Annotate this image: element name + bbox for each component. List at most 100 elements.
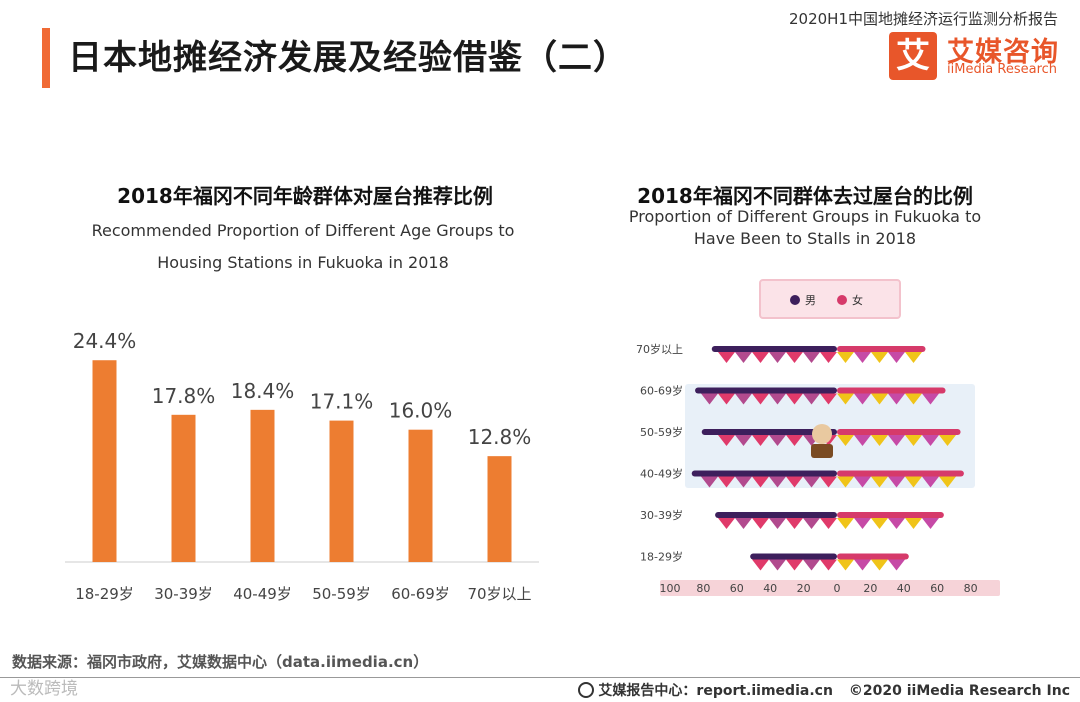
female-flag xyxy=(888,393,905,405)
female-flag xyxy=(888,435,905,446)
row-40-49岁: 40-49岁 xyxy=(640,467,964,488)
page-title: 日本地摊经济发展及经验借鉴（二） xyxy=(68,38,628,78)
bar-50-59岁 xyxy=(329,420,354,562)
male-flag xyxy=(752,518,769,529)
female-flag xyxy=(854,559,871,571)
legend-swatch-female xyxy=(837,295,847,305)
male-flag xyxy=(803,393,820,405)
report-name: 2020H1中国地摊经济运行监测分析报告 xyxy=(789,10,1058,28)
female-flag xyxy=(939,435,956,446)
female-bar xyxy=(837,429,961,435)
footer-credit: 艾媒报告中心：report.iimedia.cn ©2020 iiMedia Re… xyxy=(578,680,1070,700)
female-flag xyxy=(837,518,854,529)
male-bar xyxy=(695,387,837,394)
bar-30-39岁 xyxy=(171,414,196,562)
gender-visit-butterfly-chart: 男女70岁以上60-69岁50-59岁40-49岁30-39岁18-29岁100… xyxy=(636,279,1000,596)
bar-70岁以上 xyxy=(487,456,512,562)
logo-cn-text: 艾媒咨询 xyxy=(947,37,1059,68)
male-flag xyxy=(803,352,820,363)
logo-mark: 艾 xyxy=(889,32,937,80)
female-flag xyxy=(888,518,905,529)
vendor-body xyxy=(811,444,833,458)
female-flag xyxy=(837,393,854,405)
male-bar xyxy=(750,553,837,560)
male-bar xyxy=(691,470,837,477)
axis-tick: 20 xyxy=(863,582,877,595)
male-flag xyxy=(735,518,752,529)
category-label: 70岁以上 xyxy=(467,585,531,603)
value-label: 16.0% xyxy=(389,399,453,423)
bar-40-49岁 xyxy=(250,409,275,562)
female-flag xyxy=(871,435,888,446)
category-label: 40-49岁 xyxy=(233,585,292,603)
female-flag xyxy=(888,476,905,488)
female-flag xyxy=(854,393,871,405)
female-flag xyxy=(922,435,939,446)
axis-tick: 40 xyxy=(897,582,911,595)
female-flag xyxy=(854,435,871,446)
female-flag xyxy=(888,559,905,571)
row-label: 50-59岁 xyxy=(640,425,683,439)
female-flag xyxy=(854,476,871,488)
row-70岁以上: 70岁以上 xyxy=(636,342,926,363)
row-label: 70岁以上 xyxy=(636,342,683,356)
female-flag xyxy=(871,393,888,405)
male-flag xyxy=(718,435,735,446)
stall-vendor-figure xyxy=(811,424,833,458)
male-flag xyxy=(735,476,752,488)
row-label: 18-29岁 xyxy=(640,550,683,564)
axis-tick: 0 xyxy=(834,582,841,595)
vendor-head xyxy=(812,424,832,444)
male-flag xyxy=(786,393,803,405)
male-flag xyxy=(701,393,718,405)
female-bar xyxy=(837,346,926,352)
female-flag xyxy=(922,393,939,405)
male-flag xyxy=(752,352,769,363)
right-chart-subtitle-1: Proportion of Different Groups in Fukuok… xyxy=(628,207,982,226)
axis-tick: 80 xyxy=(696,582,710,595)
female-flag xyxy=(871,518,888,529)
male-flag xyxy=(735,435,752,446)
male-flag xyxy=(718,352,735,363)
legend-label-female: 女 xyxy=(852,293,863,307)
male-flag xyxy=(786,435,803,446)
category-label: 50-59岁 xyxy=(312,585,371,603)
female-flag xyxy=(905,352,922,363)
value-label: 18.4% xyxy=(231,379,295,403)
male-bar xyxy=(715,512,837,518)
male-bar xyxy=(701,429,837,435)
male-flag xyxy=(752,476,769,488)
footer-site: 艾媒报告中心：report.iimedia.cn xyxy=(598,683,833,699)
male-flag xyxy=(820,559,837,571)
female-flag xyxy=(854,518,871,529)
female-flag xyxy=(837,435,854,446)
male-flag xyxy=(752,393,769,405)
male-flag xyxy=(769,435,786,446)
male-flag xyxy=(820,393,837,405)
female-flag xyxy=(939,476,956,488)
female-flag xyxy=(837,559,854,571)
category-label: 30-39岁 xyxy=(154,585,213,603)
male-flag xyxy=(735,393,752,405)
female-flag xyxy=(871,476,888,488)
value-label: 24.4% xyxy=(73,329,137,353)
left-chart-title: 2018年福冈不同年龄群体对屋台推荐比例 xyxy=(117,184,493,208)
female-flag xyxy=(837,352,854,363)
watermark-text: 大数跨境 xyxy=(10,679,78,699)
male-flag xyxy=(769,476,786,488)
male-flag xyxy=(735,352,752,363)
footer-divider xyxy=(0,677,1080,678)
legend-swatch-male xyxy=(790,295,800,305)
female-bar xyxy=(837,512,944,518)
row-label: 40-49岁 xyxy=(640,467,683,481)
value-label: 17.8% xyxy=(152,384,216,408)
male-flag xyxy=(820,518,837,529)
female-flag xyxy=(888,352,905,363)
axis-band xyxy=(660,580,1000,596)
female-flag xyxy=(837,476,854,488)
male-flag xyxy=(769,393,786,405)
legend-label-male: 男 xyxy=(805,294,816,307)
left-chart-subtitle-1: Recommended Proportion of Different Age … xyxy=(91,221,515,240)
female-flag xyxy=(871,352,888,363)
globe-icon xyxy=(578,682,595,698)
